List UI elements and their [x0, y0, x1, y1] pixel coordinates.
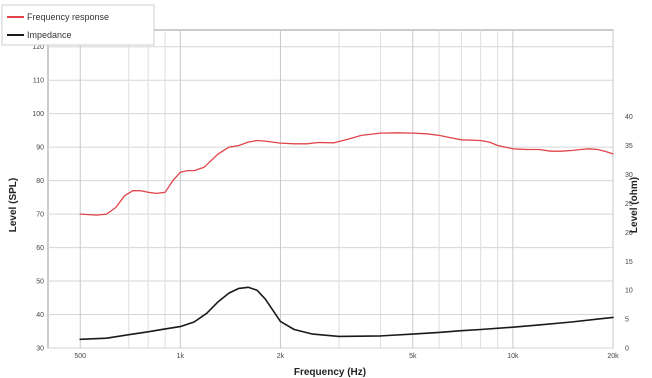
y-axis-label: Level (SPL) [8, 178, 19, 232]
series-line-frequency-response [79, 132, 614, 216]
y2-tick-label: 25 [625, 201, 633, 208]
y-tick-label: 110 [33, 78, 44, 85]
y2-axis-ticks: 0 5 10 15 20 25 30 35 40 [625, 114, 633, 352]
y-tick-label: 40 [36, 312, 44, 319]
y-axis-ticks: 30 40 50 60 70 80 90 100 110 120 [32, 44, 44, 352]
y-tick-label: 100 [32, 111, 44, 118]
y-tick-label: 80 [36, 178, 44, 185]
y2-tick-label: 0 [625, 346, 629, 353]
y2-tick-label: 40 [625, 114, 633, 121]
y-tick-label: 70 [36, 212, 44, 219]
y2-tick-label: 5 [625, 317, 629, 324]
x-axis-label: Frequency (Hz) [294, 367, 366, 378]
y-tick-label: 30 [36, 346, 44, 353]
x-tick-label: 2k [277, 353, 285, 360]
legend: Frequency response Impedance [1, 4, 155, 46]
y2-tick-label: 10 [625, 288, 633, 295]
grid-lines [48, 30, 614, 349]
y2-tick-label: 20 [625, 230, 633, 237]
y-tick-label: 120 [32, 44, 44, 51]
y-tick-label: 90 [36, 145, 44, 152]
x-axis-ticks: 500 1k 2k 5k 10k 20k [74, 353, 619, 360]
series-line-impedance [79, 286, 614, 341]
y2-tick-label: 30 [625, 172, 633, 179]
y2-tick-label: 35 [625, 143, 633, 150]
x-tick-label: 500 [74, 353, 86, 360]
x-tick-label: 10k [507, 353, 519, 360]
legend-label-frequency-response: Frequency response [27, 12, 109, 22]
series-layer [79, 132, 614, 341]
y-tick-label: 60 [36, 245, 44, 252]
x-tick-label: 20k [607, 353, 619, 360]
legend-box [1, 4, 155, 46]
y2-axis-label: Level (ohm) [629, 177, 640, 233]
y-tick-label: 50 [36, 279, 44, 286]
plot-area [47, 29, 614, 349]
x-tick-label: 1k [177, 353, 185, 360]
y2-tick-label: 15 [625, 259, 633, 266]
x-tick-label: 5k [409, 353, 417, 360]
legend-label-impedance: Impedance [27, 30, 72, 40]
